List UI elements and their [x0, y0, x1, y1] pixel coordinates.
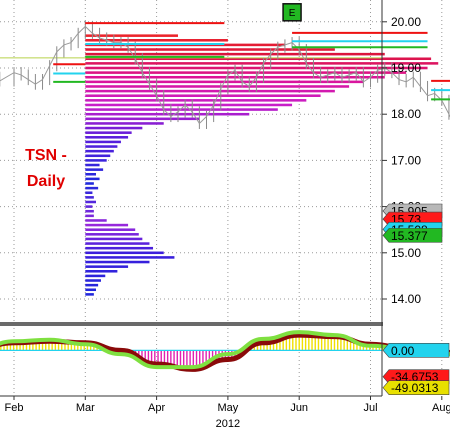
volume-profile-bar	[85, 48, 335, 51]
oscillator-label-tag: 0.00	[382, 343, 450, 358]
volume-profile-bar	[85, 246, 154, 250]
x-tick-label: Apr	[148, 402, 165, 414]
panel-separator	[0, 322, 383, 326]
chart-annotation: Daily	[27, 173, 65, 190]
x-year-label: 2012	[216, 418, 240, 430]
volume-profile-bar	[85, 140, 121, 144]
volume-profile-bar	[85, 57, 432, 61]
y-tick-label: 15.00	[391, 246, 421, 260]
volume-profile-bar	[85, 145, 118, 148]
volume-profile-bar	[85, 237, 143, 241]
earnings-marker-box	[282, 3, 302, 22]
indicator-panel	[0, 322, 450, 372]
volume-profile-bar	[85, 34, 178, 37]
volume-profile-bar	[85, 163, 100, 167]
x-tick-label: May	[218, 402, 239, 414]
y-tick-label: 19.00	[391, 61, 421, 75]
y-tick-label: 14.00	[391, 292, 421, 306]
volume-profile-bar	[85, 233, 139, 236]
volume-profile-bar	[85, 108, 278, 111]
oscillator-label-text: -49.0313	[391, 381, 439, 395]
price-label-text: 15.377	[391, 229, 428, 243]
y-tick-label: 17.00	[391, 153, 421, 167]
oscillator-label-box	[382, 343, 450, 358]
volume-profile-bar	[85, 62, 439, 65]
volume-profile-bar	[85, 136, 129, 139]
oscillator-label-tag: -49.0313	[382, 380, 450, 395]
earnings-marker: E	[282, 3, 302, 22]
oscillator-label-text: 0.00	[391, 344, 415, 358]
volume-profile-bar	[85, 159, 107, 162]
price-label-box	[382, 228, 443, 243]
x-tick-label: Feb	[5, 402, 24, 414]
volume-profile-bar	[85, 186, 99, 190]
x-tick-label: Jun	[290, 402, 308, 414]
volume-profile-bar	[85, 52, 385, 56]
oscillator-label-box	[382, 380, 450, 395]
volume-profile-bar	[85, 279, 101, 282]
volume-profile-bar	[85, 274, 106, 278]
volume-profile-bar	[85, 283, 99, 287]
volume-profile-bar	[85, 270, 118, 273]
volume-profile-bar	[85, 85, 350, 88]
volume-profile-bar	[85, 214, 94, 218]
x-tick-label: Mar	[76, 402, 95, 414]
volume-profile-bar	[85, 117, 200, 121]
volume-profile-bar	[85, 242, 150, 245]
volume-profile-bar	[85, 149, 114, 153]
x-tick-label: Jul	[363, 402, 377, 414]
volume-profile-bar	[85, 131, 132, 134]
volume-profile-bar	[85, 228, 136, 231]
volume-profile-bar	[85, 205, 93, 208]
volume-profile-bar	[85, 256, 175, 259]
volume-profile-bar	[85, 251, 164, 255]
volume-profile-bar	[85, 191, 93, 195]
volume-profile-bar	[85, 99, 307, 102]
volume-profile-bar	[85, 288, 96, 292]
volume-profile-bar	[85, 103, 293, 107]
volume-profile-bar	[85, 89, 335, 93]
volume-profile-bar	[85, 260, 150, 264]
volume-profile-bar	[85, 168, 104, 171]
volume-profile-bar	[85, 94, 321, 97]
volume-profile-bar	[85, 209, 94, 213]
volume-profile-bar	[85, 39, 228, 42]
volume-profile-bar	[85, 126, 143, 130]
price-line	[0, 25, 450, 125]
volume-profile-bar	[85, 265, 129, 268]
volume-profile-bar	[85, 200, 96, 204]
volume-profile-bar	[85, 219, 107, 222]
volume-profile-bar	[85, 293, 94, 296]
volume-profile-bar	[85, 122, 164, 125]
volume-profile-bar	[85, 172, 96, 176]
chart-annotation: TSN -	[25, 147, 67, 164]
volume-profile-bar	[85, 196, 94, 199]
volume-profile-bar	[85, 112, 250, 116]
y-tick-label: 18.00	[391, 107, 421, 121]
volume-profile-bar	[85, 182, 94, 185]
price-panel: EEETSN -Daily	[0, 0, 450, 396]
y-tick-label: 20.00	[391, 15, 421, 29]
volume-profile-bar	[85, 66, 428, 70]
volume-profile-bar	[85, 223, 129, 227]
volume-profile-bar	[85, 71, 407, 74]
volume-profile-bar	[85, 154, 111, 158]
volume-profile-bar	[85, 177, 100, 181]
price-label-tag: 15.377	[382, 228, 443, 243]
oscillator-fast-line	[0, 330, 450, 370]
earnings-marker-label: E	[289, 8, 296, 19]
x-tick-label: Aug	[432, 402, 450, 414]
